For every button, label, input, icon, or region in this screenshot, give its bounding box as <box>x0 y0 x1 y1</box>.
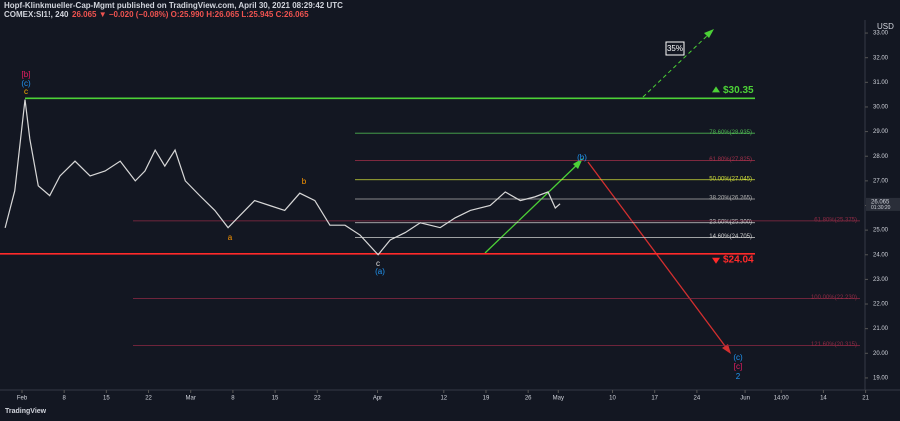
wave-arrow <box>484 161 581 254</box>
x-tick-label: 15 <box>272 396 279 402</box>
fib-label: 14.60%(24.705) <box>709 234 752 240</box>
y-tick-label: 24.00 <box>873 252 889 258</box>
x-tick-label: 21 <box>862 396 869 402</box>
wave-arrow <box>587 161 729 351</box>
last-price: 26.065 <box>871 199 890 205</box>
x-tick-label: 8 <box>63 396 67 402</box>
level-arrow <box>712 86 720 93</box>
x-tick-label: 15 <box>103 396 110 402</box>
x-tick-label: 14 <box>820 396 827 402</box>
x-tick-label: 8 <box>231 396 235 402</box>
key-level-label: $24.04 <box>723 254 754 265</box>
wave-label: c <box>24 87 28 96</box>
wave-label: [c] <box>734 362 742 371</box>
x-tick-label: 17 <box>651 396 658 402</box>
x-tick-label: Apr <box>373 396 382 402</box>
y-tick-label: 31.00 <box>873 80 889 86</box>
publisher-line: Hopf-Klinkmueller-Cap-Mgmt published on … <box>4 1 343 10</box>
x-tick-label: 10 <box>609 396 616 402</box>
fib-label: 78.60%(28.935) <box>709 130 752 136</box>
fib-label: 38.20%(26.265) <box>709 196 752 202</box>
x-tick-label: 26 <box>525 396 532 402</box>
x-tick-label: 19 <box>483 396 490 402</box>
arrow-head <box>704 29 714 38</box>
x-tick-label: Feb <box>17 396 28 402</box>
y-tick-label: 25.00 <box>873 228 889 234</box>
brand: TradingView <box>5 408 47 415</box>
wave-label: (a) <box>375 267 385 276</box>
wave-label: a <box>228 233 233 242</box>
y-axis-label: USD <box>877 22 894 31</box>
wave-label: (b) <box>577 153 587 162</box>
x-tick-label: 14:00 <box>774 396 790 402</box>
wave-label: [b] <box>22 70 31 79</box>
countdown: 01:30:20 <box>871 205 891 211</box>
y-tick-label: 33.00 <box>873 31 889 37</box>
y-tick-label: 27.00 <box>873 178 889 184</box>
wave-label: 35% <box>667 44 683 53</box>
y-tick-label: 22.00 <box>873 302 889 308</box>
quote: 26.065 ▼ −0.020 (−0.08%) O:25.990 H:26.0… <box>72 10 309 19</box>
fib-label: 50.00%(27.045) <box>709 176 752 182</box>
fib-label: 121.60%(20.315) <box>811 342 857 348</box>
wave-label: b <box>302 177 307 186</box>
y-tick-label: 23.00 <box>873 277 889 283</box>
x-tick-label: Mar <box>186 396 196 402</box>
x-tick-label: Jun <box>740 396 750 402</box>
last-price-tag <box>866 197 900 211</box>
wave-label: (c) <box>21 79 31 88</box>
level-arrow <box>712 257 720 264</box>
y-tick-label: 28.00 <box>873 154 889 160</box>
wave-label: 2 <box>736 372 741 381</box>
wave-label: c <box>376 259 380 268</box>
y-tick-label: 30.00 <box>873 105 889 111</box>
y-tick-label: 29.00 <box>873 129 889 135</box>
fib-label: 61.80%(27.825) <box>709 157 752 163</box>
y-tick-label: 21.00 <box>873 326 889 332</box>
x-tick-label: 24 <box>694 396 701 402</box>
fib-label: 61.80%(25.375) <box>814 217 857 223</box>
key-level-label: $30.35 <box>723 85 754 96</box>
fib-label: 23.60%(25.300) <box>709 219 752 225</box>
wave-label: (c) <box>733 353 743 362</box>
price-line <box>4 99 561 256</box>
x-tick-label: 22 <box>145 396 152 402</box>
x-tick-label: 22 <box>314 396 321 402</box>
arrow-head <box>722 344 731 354</box>
y-tick-label: 19.00 <box>873 376 889 382</box>
x-tick-label: 12 <box>440 396 447 402</box>
y-tick-label: 20.00 <box>873 351 889 357</box>
fib-label: 100.00%(22.230) <box>811 295 857 301</box>
symbol: COMEX:SI1!, 240 <box>4 10 69 19</box>
x-tick-label: May <box>553 396 564 402</box>
y-tick-label: 32.00 <box>873 55 889 61</box>
projection-arrow <box>642 32 711 98</box>
percent-box <box>665 41 685 56</box>
